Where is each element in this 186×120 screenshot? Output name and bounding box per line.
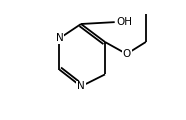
Text: N: N	[56, 33, 63, 43]
Text: OH: OH	[116, 17, 132, 27]
Text: N: N	[77, 81, 85, 91]
Text: O: O	[122, 49, 131, 59]
